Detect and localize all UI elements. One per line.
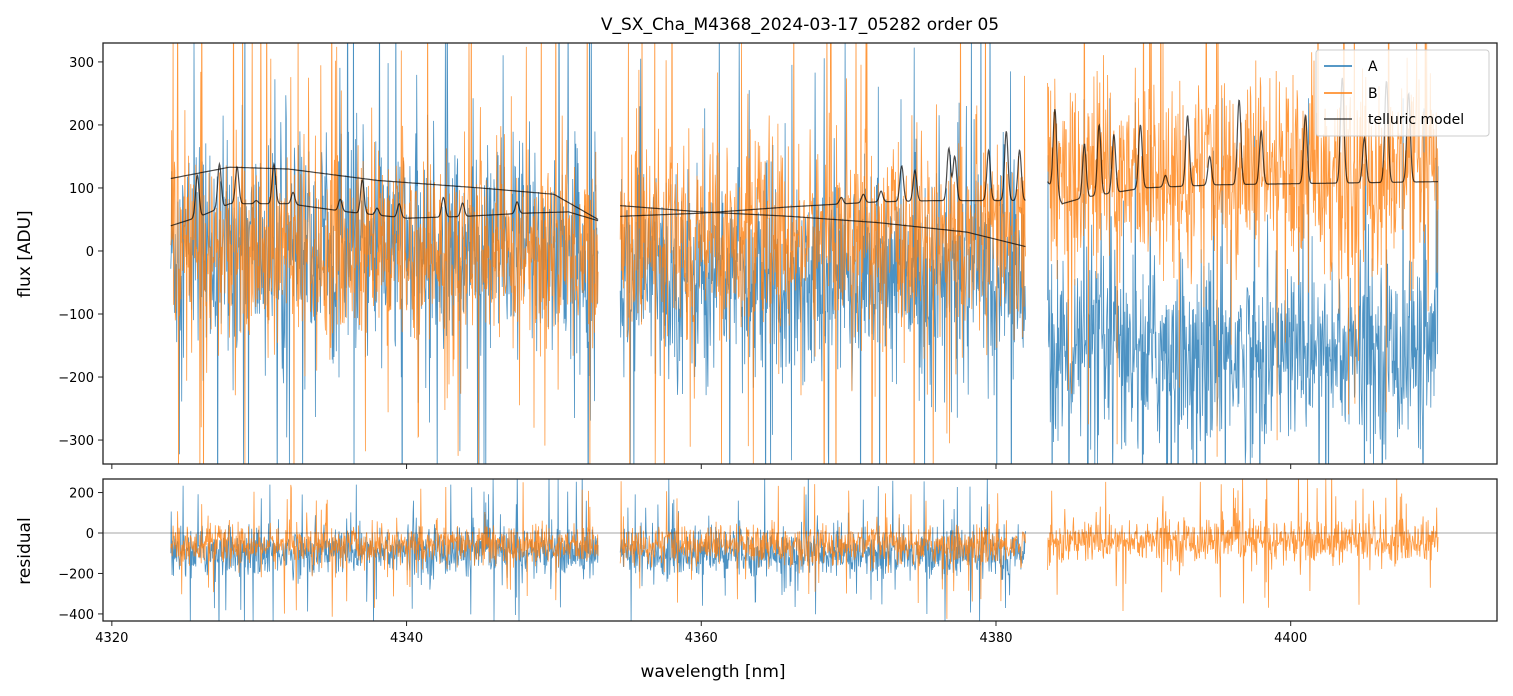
y-tick-label: 0 [86, 245, 94, 260]
x-tick-label: 4340 [390, 631, 423, 646]
x-tick-label: 4320 [95, 631, 128, 646]
y-tick-label: −100 [58, 308, 94, 323]
y-tick-label: 100 [69, 182, 94, 197]
residual-panel: −400 −200 0 200 4320 4340 4360 4380 4400 [58, 478, 1498, 646]
telluric-line-curve-3 [1047, 77, 1439, 205]
y-tick-label: 0 [86, 527, 94, 542]
x-axis-label: wavelength [nm] [640, 662, 785, 682]
series-b-segment-2 [619, 481, 1026, 619]
y-axis-label-residual: residual [15, 517, 35, 584]
telluric-line-curve-2 [620, 131, 1026, 217]
y-tick-label: 200 [69, 487, 94, 502]
series-b-segment-1 [170, 482, 599, 617]
series-b-segment-3 [1047, 479, 1439, 612]
series-a-segment-2 [619, 43, 1026, 464]
legend-box [1315, 49, 1490, 137]
plot-area [170, 43, 1439, 464]
y-tick-label: −300 [58, 434, 94, 449]
y-tick-label: −200 [58, 371, 94, 386]
x-tick-label: 4400 [1274, 631, 1307, 646]
y-tick-label: 300 [69, 56, 94, 71]
legend-label-b: B [1368, 86, 1378, 102]
telluric-line-curve-1 [170, 161, 599, 227]
axes-frame [102, 478, 1498, 622]
legend: A B telluric model [1315, 49, 1490, 137]
x-tick-label: 4380 [979, 631, 1012, 646]
plot-area [103, 479, 1497, 621]
y-axis-label-flux: flux [ADU] [15, 210, 35, 297]
legend-label-telluric: telluric model [1368, 112, 1464, 128]
y-tick-label: −200 [58, 567, 94, 582]
telluric-smooth-curve-2 [620, 205, 1026, 248]
x-tick-label: 4360 [685, 631, 718, 646]
flux-panel: −300 −200 −100 0 100 200 300 [58, 42, 1498, 469]
chart-title: V_SX_Cha_M4368_2024-03-17_05282 order 05 [601, 15, 999, 35]
axes-frame [102, 42, 1498, 465]
legend-label-a: A [1368, 59, 1378, 75]
y-tick-label: −400 [58, 608, 94, 623]
y-tick-label: 200 [69, 119, 94, 134]
series-b-segment-1 [170, 43, 599, 464]
series-a-segment-3 [1047, 98, 1439, 464]
telluric-smooth-curve-1 [170, 166, 599, 221]
